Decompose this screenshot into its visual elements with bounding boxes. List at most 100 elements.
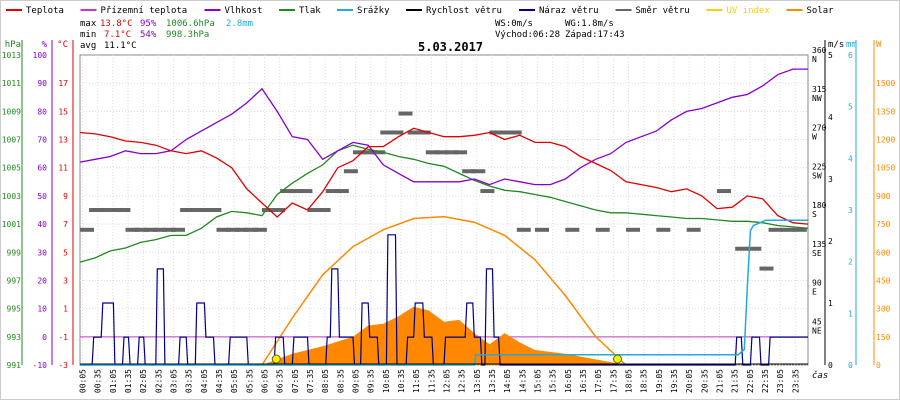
- stat-max-temp: 13.8°C: [100, 19, 133, 29]
- wind-dir-tick: 315: [812, 85, 827, 94]
- series: [79, 68, 809, 366]
- wind-dir-mark: [161, 227, 176, 232]
- rain-tick: 1: [848, 309, 853, 318]
- legend-item: Solar: [786, 6, 834, 16]
- x-tick-label: 01:35: [124, 369, 133, 393]
- humidity-axis-tick: 0: [42, 333, 47, 342]
- pressure-axis-tick: 993: [7, 333, 22, 342]
- x-tick-label: 20:05: [685, 369, 694, 393]
- x-tick-label: 21:05: [716, 369, 725, 393]
- wind-dir-mark: [189, 208, 204, 212]
- x-tick-label: 15:35: [549, 369, 558, 393]
- wind-speed-unit: m/s: [828, 40, 844, 50]
- x-tick-label: 17:35: [609, 369, 618, 393]
- temperature-axis-tick: 17: [58, 79, 68, 88]
- legend-item: Teplota: [6, 6, 64, 16]
- x-tick-label: 17:05: [594, 369, 603, 393]
- humidity-axis-tick: 50: [37, 192, 47, 201]
- wind-dir-label: SW: [812, 171, 822, 180]
- humidity-axis-tick: 40: [37, 220, 47, 229]
- wind-speed-tick: 0: [828, 361, 833, 370]
- legend-label: Tlak: [299, 6, 321, 16]
- wind-dir-mark: [516, 227, 531, 232]
- pressure-axis-tick: 1003: [2, 192, 21, 201]
- solar-tick: 150: [876, 333, 891, 342]
- wind-dir-tick: 360: [812, 46, 827, 55]
- sun-marker-sunset: [613, 354, 623, 364]
- wind-dir-mark: [134, 227, 149, 232]
- stat-max-label: max: [80, 19, 97, 29]
- x-tick-label: 15:05: [534, 369, 543, 393]
- x-tick-label: 12:35: [458, 369, 467, 393]
- wind-dir-mark: [334, 189, 349, 194]
- rain-tick: 5: [848, 103, 853, 112]
- x-axis-label: čas: [812, 370, 828, 381]
- x-tick-label: 06:35: [276, 369, 285, 393]
- x-tick-label: 01:05: [109, 369, 118, 393]
- legend-label: Srážky: [357, 6, 390, 16]
- temperature-axis-tick: 9: [63, 192, 68, 201]
- wind-dir-mark: [198, 208, 213, 212]
- stat-min-label: min: [80, 30, 96, 40]
- x-tick-label: 08:35: [336, 369, 345, 393]
- wind-dir-mark: [498, 130, 513, 135]
- solar-tick: 600: [876, 248, 891, 257]
- wind-dir-mark: [480, 189, 495, 194]
- wind-dir-mark: [747, 246, 762, 251]
- wind-dir-mark: [425, 150, 440, 155]
- wind-dir-mark: [271, 208, 286, 212]
- wind-dir-mark: [362, 150, 377, 155]
- wind-dir-mark: [98, 208, 113, 212]
- pressure-axis-tick: 1013: [2, 51, 21, 60]
- legend-label: Rychlost větru: [426, 6, 502, 16]
- wind-dir-mark: [207, 208, 222, 212]
- stat-min-press: 998.3hPa: [166, 30, 209, 40]
- wind-dir-mark: [453, 150, 468, 155]
- x-tick-label: 09:35: [367, 369, 376, 393]
- x-tick-label: 18:05: [625, 369, 634, 393]
- pressure-axis-tick: 1011: [2, 79, 21, 88]
- x-tick-label: 19:05: [655, 369, 664, 393]
- x-tick-label: 22:35: [761, 369, 770, 393]
- humidity-axis-unit: %: [42, 40, 48, 50]
- wind-dir-label: NE: [812, 326, 822, 335]
- wind-dir-label: N: [812, 55, 817, 64]
- wind-dir-mark: [371, 150, 386, 155]
- stat-max-hum: 95%: [140, 19, 157, 29]
- wind-dir-label: E: [812, 288, 817, 297]
- wind-ws: WS:0m/s: [495, 19, 533, 29]
- x-tick-label: 00:05: [79, 369, 88, 393]
- x-tick-label: 13:05: [473, 369, 482, 393]
- wind-dir-mark: [686, 227, 701, 232]
- humidity-axis-tick: 90: [37, 79, 47, 88]
- solar-tick: 1350: [876, 107, 895, 116]
- temperature-axis-tick: -3: [58, 361, 68, 370]
- wind-dir-tick: 225: [812, 162, 827, 171]
- wind-dir-mark: [143, 227, 158, 232]
- wind-dir-tick: 135: [812, 240, 827, 249]
- solar-tick: 1200: [876, 136, 895, 145]
- temperature-axis-tick: 13: [58, 136, 68, 145]
- humidity-axis-tick: 20: [37, 276, 47, 285]
- pressure-axis-tick: 1001: [2, 220, 21, 229]
- wind-dir-mark: [759, 266, 774, 271]
- pressure-axis-unit: hPa: [5, 40, 21, 50]
- pressure-axis-tick: 997: [7, 276, 22, 285]
- legend: Teplota Přízemní teplota Vlhkost Tlak Srážky…: [6, 6, 834, 16]
- wind-dir-tick: 90: [812, 279, 822, 288]
- wind-wg: WG:1.8m/s: [565, 19, 614, 29]
- temperature-axis-tick: -1: [58, 333, 68, 342]
- solar-unit: W: [876, 40, 882, 50]
- legend-item: Tlak: [279, 6, 321, 16]
- humidity-axis-tick: 30: [37, 248, 47, 257]
- temperature-axis-tick: 5: [63, 248, 68, 257]
- wind-dir-tick: 270: [812, 124, 827, 133]
- wind-dir-mark: [489, 130, 504, 135]
- wind-dir-label: S: [812, 210, 817, 219]
- solar-tick: 450: [876, 276, 891, 285]
- stat-avg-label: avg: [80, 41, 96, 51]
- x-tick-label: 23:05: [776, 369, 785, 393]
- wind-dir-mark: [565, 227, 580, 232]
